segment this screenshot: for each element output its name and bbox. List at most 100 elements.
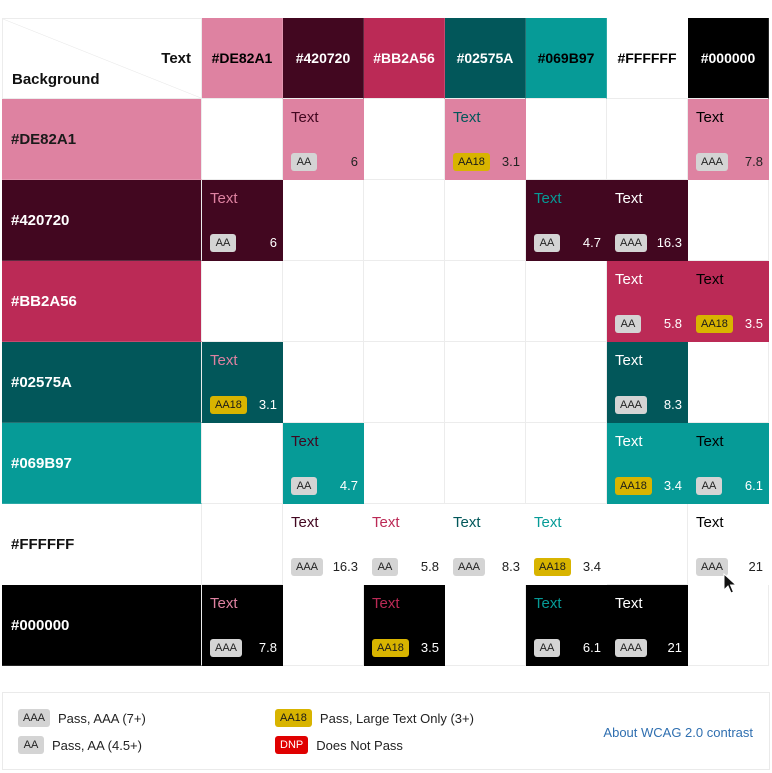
legend-label-aaa: Pass, AAA (7+) <box>58 710 146 726</box>
contrast-ratio: 8.3 <box>663 397 682 412</box>
contrast-cell: Text AA 6.1 <box>526 585 607 666</box>
empty-cell <box>526 261 607 342</box>
contrast-ratio: 21 <box>667 640 682 655</box>
legend-item-aa: AA Pass, AA (4.5+) <box>18 736 142 754</box>
column-header: #FFFFFF <box>607 18 688 99</box>
row-header: #02575A <box>2 342 202 423</box>
contrast-ratio: 3.1 <box>501 154 520 169</box>
mouse-pointer-icon <box>723 573 737 594</box>
about-wcag-link[interactable]: About WCAG 2.0 contrast <box>603 725 753 740</box>
contrast-ratio: 3.5 <box>420 640 439 655</box>
contrast-ratio: 7.8 <box>258 640 277 655</box>
rating-badge: AAA <box>615 396 648 414</box>
sample-text: Text <box>291 433 319 450</box>
rating-badge: AA <box>534 234 560 252</box>
corner-header: Text Background <box>2 18 202 99</box>
empty-cell <box>202 99 283 180</box>
contrast-cell: Text AA18 3.5 <box>688 261 769 342</box>
contrast-cell: Text AA18 3.5 <box>364 585 445 666</box>
legend-badge-aa18: AA18 <box>275 709 312 727</box>
empty-cell <box>688 342 769 423</box>
rating-badge: AA <box>534 639 560 657</box>
rating-badge: AAA <box>696 558 729 576</box>
sample-text: Text <box>372 514 400 531</box>
empty-cell <box>445 180 526 261</box>
rating-badge: AA <box>372 558 398 576</box>
rating-badge: AAA <box>291 558 324 576</box>
sample-text: Text <box>210 352 238 369</box>
empty-cell <box>283 585 364 666</box>
empty-cell <box>526 423 607 504</box>
sample-text: Text <box>696 271 724 288</box>
legend-panel: AAA Pass, AAA (7+) AA Pass, AA (4.5+) AA… <box>2 692 770 770</box>
contrast-ratio: 4.7 <box>582 235 601 250</box>
contrast-ratio: 8.3 <box>501 559 520 574</box>
contrast-ratio: 6.1 <box>582 640 601 655</box>
empty-cell <box>688 585 769 666</box>
row-header: #FFFFFF <box>2 504 202 585</box>
contrast-cell: Text AA18 3.1 <box>445 99 526 180</box>
column-header: #02575A <box>445 18 526 99</box>
text-axis-label: Text <box>161 50 191 67</box>
row-header: #000000 <box>2 585 202 666</box>
legend-item-dnp: DNP Does Not Pass <box>275 736 403 754</box>
column-header: #000000 <box>688 18 769 99</box>
contrast-cell: Text AAA 8.3 <box>607 342 688 423</box>
contrast-ratio: 3.1 <box>258 397 277 412</box>
sample-text: Text <box>210 190 238 207</box>
sample-text: Text <box>615 595 643 612</box>
rating-badge: AAA <box>210 639 243 657</box>
legend-label-dnp: Does Not Pass <box>316 737 403 753</box>
sample-text: Text <box>615 433 643 450</box>
contrast-ratio: 3.4 <box>582 559 601 574</box>
rating-badge: AA18 <box>210 396 247 414</box>
contrast-cell: Text AA 6.1 <box>688 423 769 504</box>
empty-cell <box>283 342 364 423</box>
sample-text: Text <box>696 109 724 126</box>
sample-text: Text <box>291 514 319 531</box>
contrast-cell: Text AA 5.8 <box>364 504 445 585</box>
empty-cell <box>607 99 688 180</box>
empty-cell <box>445 342 526 423</box>
contrast-ratio: 4.7 <box>339 478 358 493</box>
sample-text: Text <box>615 190 643 207</box>
sample-text: Text <box>534 190 562 207</box>
contrast-ratio: 16.3 <box>332 559 358 574</box>
empty-cell <box>445 261 526 342</box>
contrast-cell: Text AAA 16.3 <box>283 504 364 585</box>
sample-text: Text <box>453 109 481 126</box>
contrast-grid: Text Background #DE82A1 #420720 #BB2A56 #02… <box>2 18 770 666</box>
empty-cell <box>364 423 445 504</box>
rating-badge: AA18 <box>615 477 652 495</box>
contrast-ratio: 3.4 <box>663 478 682 493</box>
contrast-cell: Text AAA 7.8 <box>688 99 769 180</box>
legend-badge-dnp: DNP <box>275 736 309 754</box>
contrast-ratio: 3.5 <box>744 316 763 331</box>
contrast-ratio: 16.3 <box>656 235 682 250</box>
sample-text: Text <box>696 514 724 531</box>
sample-text: Text <box>615 352 643 369</box>
contrast-cell: Text AA18 3.1 <box>202 342 283 423</box>
rating-badge: AA18 <box>534 558 571 576</box>
column-header: #DE82A1 <box>202 18 283 99</box>
column-header: #420720 <box>283 18 364 99</box>
row-header: #BB2A56 <box>2 261 202 342</box>
contrast-ratio: 6 <box>350 154 358 169</box>
sample-text: Text <box>615 271 643 288</box>
rating-badge: AA18 <box>696 315 733 333</box>
rating-badge: AA18 <box>372 639 409 657</box>
empty-cell <box>283 261 364 342</box>
sample-text: Text <box>372 595 400 612</box>
contrast-cell: Text AA18 3.4 <box>526 504 607 585</box>
contrast-cell: Text AAA 21 <box>688 504 769 585</box>
empty-cell <box>364 99 445 180</box>
empty-cell <box>526 342 607 423</box>
row-header: #420720 <box>2 180 202 261</box>
sample-text: Text <box>210 595 238 612</box>
legend-item-aaa: AAA Pass, AAA (7+) <box>18 709 146 727</box>
rating-badge: AAA <box>615 639 648 657</box>
contrast-cell: Text AAA 16.3 <box>607 180 688 261</box>
contrast-ratio: 6.1 <box>744 478 763 493</box>
rating-badge: AAA <box>453 558 486 576</box>
contrast-ratio: 21 <box>748 559 763 574</box>
